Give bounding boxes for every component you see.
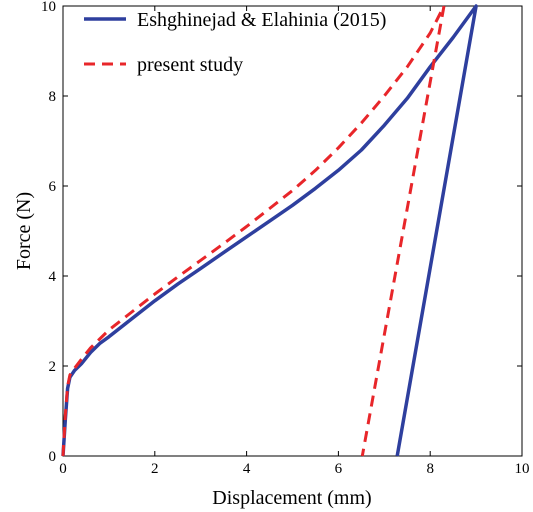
series-line-eshghinejad <box>61 4 478 457</box>
x-tick-label: 4 <box>243 461 251 477</box>
axis-ticks: 0 2 4 6 8 10 0 2 4 6 8 10 <box>41 0 530 477</box>
x-tick-label: 10 <box>515 461 530 477</box>
x-tick-label: 6 <box>335 461 343 477</box>
y-tick-label: 10 <box>41 0 56 15</box>
y-tick-label: 2 <box>49 359 57 375</box>
y-tick-label: 8 <box>49 89 57 105</box>
series-layer <box>61 4 478 457</box>
legend-label-eshghinejad: Eshghinejad & Elahinia (2015) <box>137 9 386 31</box>
series-line-present-study <box>61 4 446 457</box>
x-tick-label: 8 <box>426 461 434 477</box>
legend: Eshghinejad & Elahinia (2015) present st… <box>84 9 386 76</box>
x-tick-label: 2 <box>151 461 159 477</box>
y-tick-label: 0 <box>49 449 57 465</box>
plot-area <box>62 5 523 457</box>
legend-label-present-study: present study <box>137 54 243 76</box>
x-tick-label: 0 <box>59 461 67 477</box>
y-tick-label: 6 <box>49 179 57 195</box>
y-tick-label: 4 <box>49 269 57 285</box>
x-axis-label: Displacement (mm) <box>212 487 371 509</box>
y-axis-label: Force (N) <box>13 192 35 270</box>
